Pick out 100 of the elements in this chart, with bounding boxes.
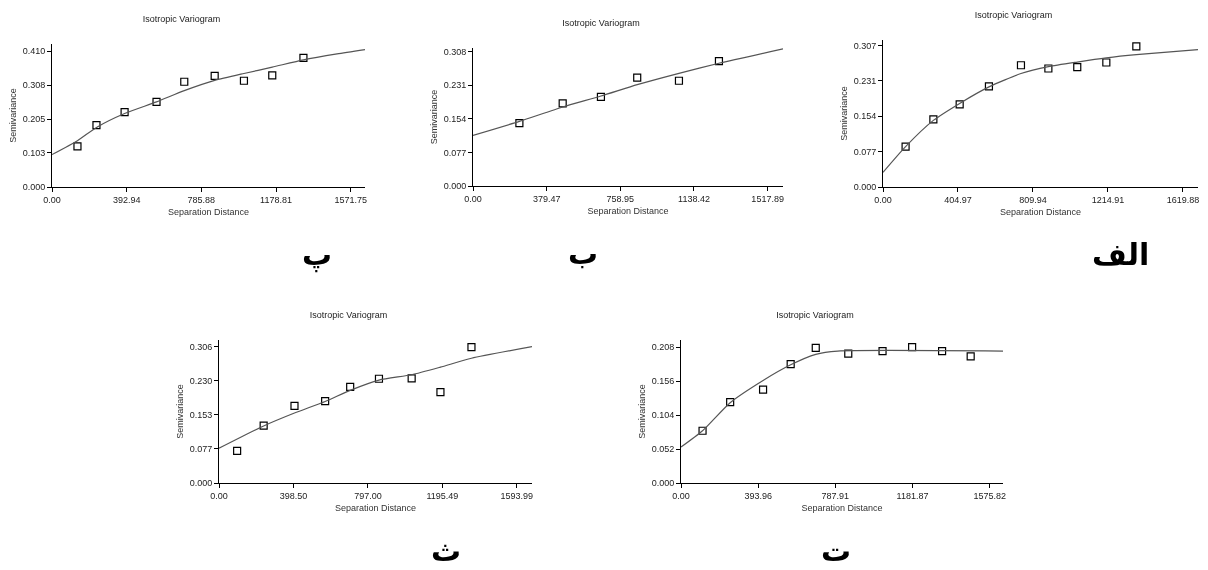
point: [73, 142, 82, 151]
x-tick-label: 1571.75: [334, 194, 367, 205]
y-tick-label: 0.104: [651, 410, 675, 421]
x-tick-label: 1517.89: [751, 193, 784, 204]
y-tick-label: 0.154: [853, 111, 877, 122]
point: [811, 343, 820, 352]
x-tick-label: 1214.91: [1091, 194, 1125, 205]
x-axis-title: Separation Distance: [334, 502, 417, 513]
point: [714, 57, 724, 66]
x-tick-label: 392.94: [112, 194, 141, 205]
x-axis-title: Separation Distance: [167, 206, 250, 217]
x-tick-label: 0.00: [43, 194, 61, 205]
y-axis-title: Semivariance: [8, 88, 19, 143]
point: [633, 73, 642, 82]
line-series: [52, 49, 365, 156]
point: [374, 374, 384, 383]
y-tick-label: 0.208: [651, 342, 675, 353]
point: [436, 388, 445, 397]
y-tick-label: 0.077: [853, 146, 877, 157]
x-tick-label: 0.00: [874, 194, 892, 205]
point: [346, 382, 355, 391]
y-tick-label: 0.000: [443, 181, 467, 192]
line-series: [681, 349, 1003, 448]
y-tick-label: 0.156: [651, 376, 675, 387]
y-tick-label: 0.154: [443, 113, 467, 124]
y-tick-label: 0.230: [189, 375, 213, 386]
point: [259, 421, 268, 430]
point: [120, 108, 129, 117]
y-tick-label: 0.205: [22, 114, 46, 125]
point: [407, 374, 416, 383]
point: [878, 347, 887, 356]
point: [929, 115, 938, 124]
y-tick-label: 0.103: [22, 148, 46, 159]
y-tick-label: 0.000: [853, 182, 877, 193]
y-tick-label: 0.000: [22, 182, 46, 193]
point: [596, 92, 606, 102]
x-tick-label: 1195.49: [426, 490, 459, 501]
x-tick-label: 1138.42: [678, 193, 710, 204]
point: [758, 385, 768, 394]
y-tick-label: 0.410: [22, 46, 46, 57]
point: [901, 142, 910, 151]
line-series: [473, 48, 783, 136]
text: ث: [431, 533, 462, 568]
point: [1016, 61, 1026, 70]
point: [92, 121, 101, 130]
y-tick-label: 0.077: [443, 147, 467, 158]
chart-title: Isotropic Variogram: [562, 18, 640, 29]
y-tick-label: 0.308: [443, 46, 467, 57]
point: [908, 343, 917, 352]
point: [1132, 42, 1141, 51]
y-tick-label: 0.077: [189, 443, 213, 454]
y-axis-title: Semivariance: [175, 384, 186, 439]
x-tick-label: 1575.82: [973, 490, 1006, 501]
point: [467, 343, 476, 352]
x-tick-label: 787.91: [821, 490, 850, 501]
y-tick-label: 0.308: [22, 80, 46, 91]
point: [321, 396, 330, 406]
x-tick-label: 809.94: [1019, 194, 1047, 205]
point: [268, 71, 277, 80]
x-tick-label: 379.47: [532, 193, 561, 204]
x-tick-label: 797.00: [354, 490, 382, 501]
x-tick-label: 393.96: [744, 490, 772, 501]
text: ت: [821, 533, 852, 568]
point: [558, 99, 567, 108]
x-tick-label: 758.95: [606, 193, 635, 204]
chart-title: Isotropic Variogram: [142, 14, 221, 25]
x-tick-label: 1619.88: [1166, 194, 1200, 205]
line-series: [883, 49, 1198, 173]
y-axis-title: Semivariance: [637, 384, 648, 439]
chart-title: Isotropic Variogram: [974, 10, 1053, 21]
y-tick-label: 0.306: [189, 341, 213, 352]
point: [239, 76, 249, 85]
x-tick-label: 1593.99: [500, 490, 534, 501]
point: [786, 360, 795, 369]
x-axis-title: Separation Distance: [999, 206, 1082, 217]
x-tick-label: 1181.87: [896, 490, 929, 501]
y-tick-label: 0.153: [189, 409, 213, 420]
point: [674, 76, 684, 85]
point: [210, 71, 219, 80]
y-tick-label: 0.000: [651, 478, 675, 489]
chart-title: Isotropic Variogram: [776, 310, 854, 321]
y-tick-label: 0.231: [853, 76, 877, 87]
y-tick-label: 0.307: [853, 41, 877, 52]
point: [299, 53, 308, 62]
x-tick-label: 0.00: [672, 490, 690, 501]
point: [726, 397, 735, 407]
point: [290, 401, 299, 411]
point: [233, 446, 242, 456]
point: [152, 97, 161, 107]
x-tick-label: 0.00: [464, 193, 482, 204]
chart-title: Isotropic Variogram: [309, 310, 388, 321]
point: [698, 426, 707, 435]
y-tick-label: 0.052: [651, 444, 675, 455]
line-series: [219, 346, 532, 449]
x-axis-title: Separation Distance: [801, 502, 883, 513]
text: پ: [302, 237, 333, 273]
x-tick-label: 398.50: [279, 490, 308, 501]
point: [937, 347, 947, 356]
y-axis-title: Semivariance: [429, 89, 440, 145]
point: [955, 100, 964, 109]
